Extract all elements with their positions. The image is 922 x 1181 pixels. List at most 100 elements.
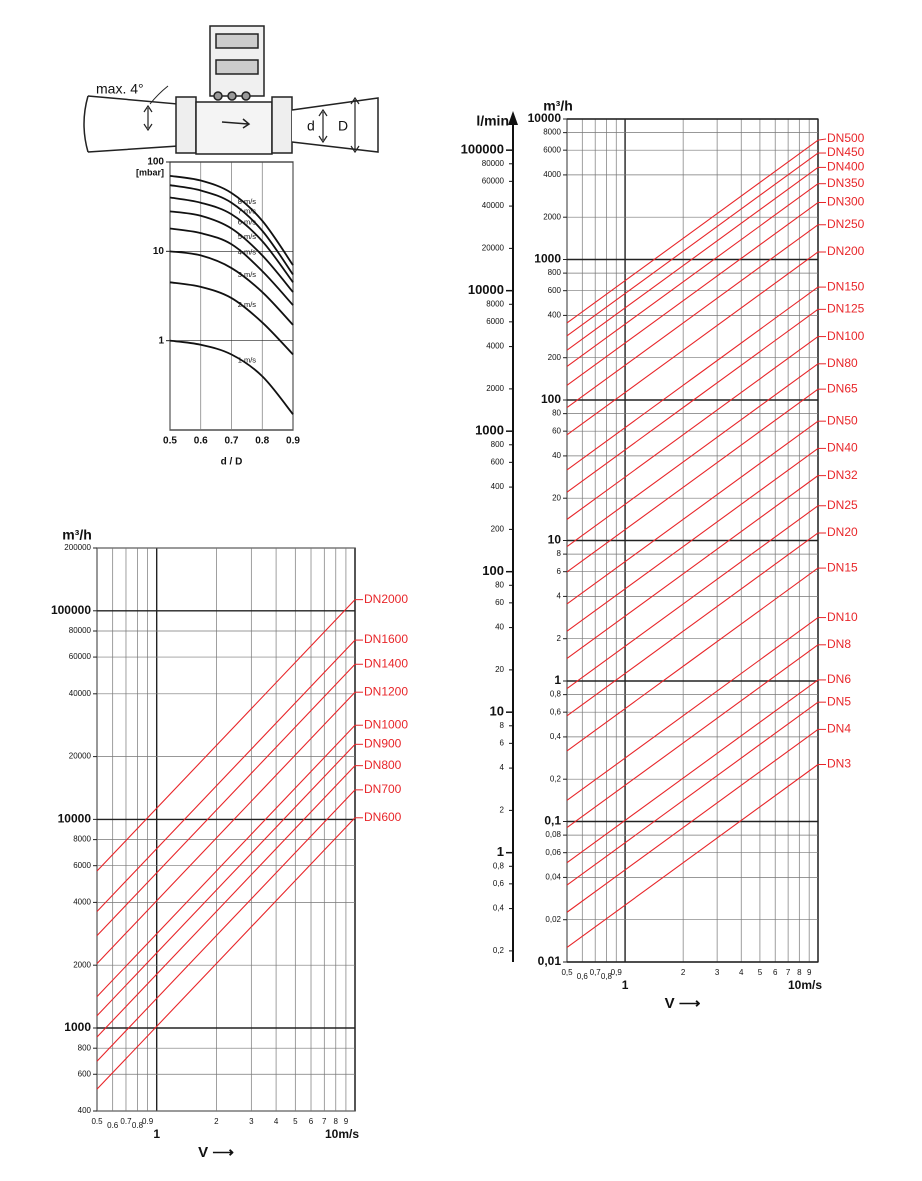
inner-diameter-label: d xyxy=(307,118,315,134)
series-label: DN5 xyxy=(827,694,851,708)
y2-tick-label: 6 xyxy=(500,738,505,747)
y-tick-label: 8 xyxy=(557,549,562,558)
y-tick-label: 80000 xyxy=(69,626,92,635)
x-tick-label: 3 xyxy=(715,968,720,977)
series-line xyxy=(566,152,819,337)
series-line xyxy=(566,617,819,801)
series-line xyxy=(96,789,356,1062)
angle-label: max. 4° xyxy=(96,81,144,97)
y2-tick-label: 400 xyxy=(491,482,505,491)
y-tick-label: 0,04 xyxy=(545,873,561,882)
series-line xyxy=(96,765,356,1038)
x-axis-label: V ⟶ xyxy=(198,1144,234,1161)
y-tick-label: 4 xyxy=(557,592,562,601)
series-label: DN2000 xyxy=(364,592,408,606)
y-tick-label: 2000 xyxy=(73,960,91,969)
y-tick-label: 80 xyxy=(552,409,561,418)
series-label: 8 m/s xyxy=(238,197,257,206)
series-line xyxy=(169,227,294,306)
series-line xyxy=(566,532,819,717)
y-tick-label: 100 xyxy=(147,157,164,168)
y2-tick-label: 40 xyxy=(495,623,504,632)
series-label: DN600 xyxy=(364,810,402,824)
series-label: DN700 xyxy=(364,782,402,796)
series-line xyxy=(96,724,356,997)
series-line xyxy=(96,599,356,872)
x-tick-label: 0.9 xyxy=(142,1117,154,1126)
x-axis-label: V ⟶ xyxy=(665,995,701,1012)
y2-tick-label: 0,6 xyxy=(493,879,505,888)
series-line xyxy=(566,420,819,605)
series-label: DN100 xyxy=(827,329,865,343)
y-axis-label: [mbar] xyxy=(136,167,164,177)
y-tick-label: 20 xyxy=(552,493,561,502)
series-label: DN800 xyxy=(364,758,402,772)
series-line xyxy=(169,250,294,326)
y-tick-label: 0,8 xyxy=(550,690,562,699)
y-tick-label: 8000 xyxy=(543,128,561,137)
series-line xyxy=(169,339,294,415)
series-line xyxy=(566,567,819,752)
y-tick-label: 40 xyxy=(552,451,561,460)
series-label: DN4 xyxy=(827,722,851,736)
x-tick-label: 0,9 xyxy=(611,968,623,977)
y-tick-label: 1000 xyxy=(64,1020,91,1034)
series-label: DN40 xyxy=(827,441,858,455)
y-tick-label: 40000 xyxy=(69,689,92,698)
y-axis-label: m³/h xyxy=(543,98,573,114)
series-label: 5 m/s xyxy=(238,232,257,241)
y-tick-label: 1 xyxy=(158,335,164,346)
x-tick-label: 8 xyxy=(797,968,802,977)
outer-diameter-label: D xyxy=(338,118,348,134)
series-label: DN1000 xyxy=(364,717,408,731)
series-line xyxy=(566,447,819,632)
series-label: DN350 xyxy=(827,176,865,190)
x-tick-label: 5 xyxy=(293,1117,298,1126)
x-tick-label: 0.5 xyxy=(163,436,177,447)
series-line xyxy=(566,308,819,493)
y2-tick-label: 100000 xyxy=(461,142,504,157)
y-tick-label: 600 xyxy=(548,286,562,295)
y-tick-label: 20000 xyxy=(69,752,92,761)
series-line xyxy=(566,139,819,324)
series-label: DN200 xyxy=(827,244,865,258)
x-tick-label: 1 xyxy=(622,978,629,992)
x-tick-label: 0.7 xyxy=(120,1117,132,1126)
series-label: 1 m/s xyxy=(238,355,257,364)
x-tick-label: 0,5 xyxy=(561,968,573,977)
y-tick-label: 2 xyxy=(557,634,562,643)
y-tick-label: 0,2 xyxy=(550,774,562,783)
series-label: DN6 xyxy=(827,672,851,686)
y-tick-label: 2000 xyxy=(543,212,561,221)
y-tick-label: 800 xyxy=(548,268,562,277)
y-axis-label: m³/h xyxy=(62,527,92,543)
series-line xyxy=(566,251,819,436)
y-tick-label: 100000 xyxy=(51,603,91,617)
series-line xyxy=(169,196,294,283)
y-tick-label: 0,1 xyxy=(544,814,561,828)
y-tick-label: 4000 xyxy=(543,170,561,179)
series-line xyxy=(169,184,294,276)
series-label: DN50 xyxy=(827,413,858,427)
y2-axis-arrow xyxy=(508,111,518,125)
series-line xyxy=(566,644,819,829)
y2-tick-label: 0,2 xyxy=(493,946,505,955)
series-label: 7 m/s xyxy=(238,207,257,216)
series-label: DN10 xyxy=(827,610,858,624)
y2-tick-label: 40000 xyxy=(482,201,505,210)
series-line xyxy=(566,764,819,948)
y-tick-label: 800 xyxy=(78,1043,92,1052)
x-tick-label: 4 xyxy=(739,968,744,977)
series-line xyxy=(566,679,819,864)
y2-tick-label: 10 xyxy=(490,704,504,719)
series-line xyxy=(566,286,819,471)
y2-tick-label: 1000 xyxy=(475,423,504,438)
series-line xyxy=(96,691,356,964)
y2-axis-label: l/min xyxy=(476,113,509,129)
series-label: DN65 xyxy=(827,381,858,395)
y-tick-label: 0,01 xyxy=(538,954,562,968)
y2-tick-label: 0,4 xyxy=(493,904,505,913)
y2-tick-label: 4 xyxy=(500,763,505,772)
x-tick-label: 0.8 xyxy=(255,436,269,447)
series-line xyxy=(169,281,294,356)
